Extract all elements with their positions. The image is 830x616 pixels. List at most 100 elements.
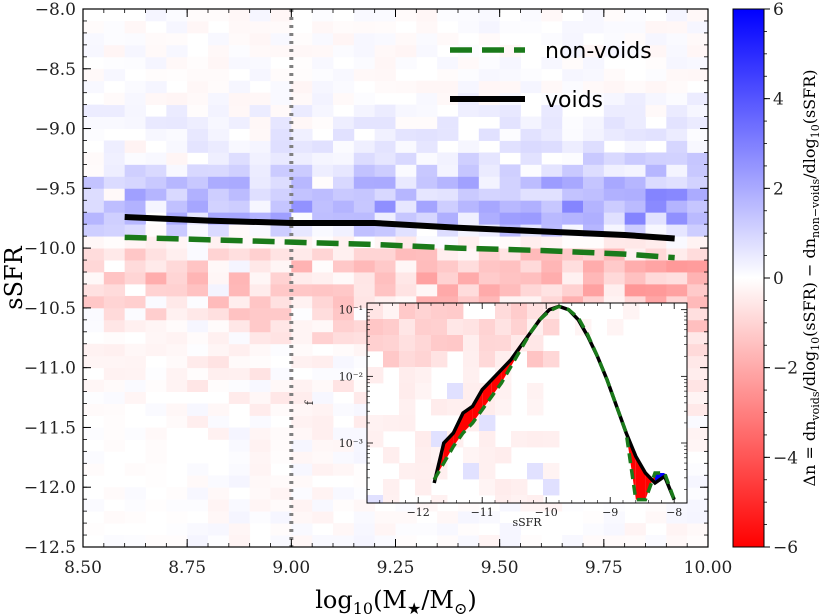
heatmap-cell xyxy=(166,116,188,129)
heatmap-cell xyxy=(666,283,688,297)
heatmap-cell xyxy=(312,427,334,440)
heatmap-cell xyxy=(624,20,646,34)
inset-heat-cell xyxy=(463,447,480,464)
heatmap-cell xyxy=(312,200,334,213)
heatmap-cell xyxy=(437,68,459,82)
heatmap-cell xyxy=(624,32,646,46)
heatmap-cell xyxy=(187,104,209,117)
heatmap-cell xyxy=(437,56,459,70)
heatmap-cell xyxy=(374,104,396,117)
heatmap-cell xyxy=(208,535,230,547)
inset-heat-cell xyxy=(527,463,544,480)
heatmap-cell xyxy=(687,343,708,357)
heatmap-cell xyxy=(270,487,292,500)
heatmap-cell xyxy=(645,80,667,94)
heatmap-cell xyxy=(145,463,167,476)
heatmap-cell xyxy=(145,44,167,58)
heatmap-cell xyxy=(478,80,501,94)
heatmap-cell xyxy=(395,56,417,70)
heatmap-cell xyxy=(645,283,667,297)
heatmap-cell xyxy=(374,80,396,94)
heatmap-cell xyxy=(187,499,209,512)
heatmap-cell xyxy=(624,236,646,249)
heatmap-cell xyxy=(103,272,126,285)
heatmap-cell xyxy=(166,535,188,547)
heatmap-cell xyxy=(187,272,209,285)
heatmap-cell xyxy=(583,92,605,106)
heatmap-cell xyxy=(333,463,355,476)
heatmap-cell xyxy=(249,68,271,82)
heatmap-cell xyxy=(437,283,459,297)
y-tick-label: −9.5 xyxy=(35,179,76,199)
heatmap-cell xyxy=(687,307,708,321)
heatmap-cell xyxy=(541,116,563,129)
inset-heat-cell xyxy=(463,463,480,480)
heatmap-cell xyxy=(145,128,167,141)
heatmap-cell xyxy=(312,104,334,117)
heatmap-cell xyxy=(458,236,480,249)
heatmap-cell xyxy=(562,260,584,273)
heatmap-cell xyxy=(687,260,708,273)
heatmap-cell xyxy=(312,224,334,237)
heatmap-cell xyxy=(83,295,105,309)
heatmap-cell xyxy=(333,451,355,464)
heatmap-cell xyxy=(645,535,667,547)
heatmap-cell xyxy=(270,104,292,117)
colorbar-tick-label: 6 xyxy=(773,0,784,20)
heatmap-cell xyxy=(249,176,271,189)
heatmap-cell xyxy=(187,200,209,213)
inset-heat-cell xyxy=(495,335,512,352)
heatmap-cell xyxy=(83,379,105,392)
heatmap-cell xyxy=(228,307,251,321)
heatmap-cell xyxy=(291,535,313,547)
heatmap-cell xyxy=(249,319,271,333)
heatmap-cell xyxy=(520,188,542,201)
heatmap-cell xyxy=(187,56,209,70)
heatmap-cell xyxy=(520,212,542,225)
heatmap-cell xyxy=(249,260,271,273)
heatmap-cell xyxy=(124,188,146,201)
heatmap-cell xyxy=(270,272,292,285)
heatmap-cell xyxy=(666,535,688,547)
heatmap-cell xyxy=(103,164,126,177)
heatmap-cell xyxy=(333,164,355,177)
heatmap-cell xyxy=(395,32,417,46)
heatmap-cell xyxy=(687,224,708,237)
heatmap-cell xyxy=(583,283,605,297)
heatmap-cell xyxy=(83,283,105,297)
inset-heat-cell xyxy=(511,495,528,503)
heatmap-cell xyxy=(291,283,313,297)
heatmap-cell xyxy=(124,116,146,129)
heatmap-cell xyxy=(562,140,584,153)
inset-y-tick-label: 10⁻³ xyxy=(339,437,363,450)
inset-heat-cell xyxy=(431,351,448,368)
heatmap-cell xyxy=(624,104,646,117)
inset-heat-cell xyxy=(399,351,416,368)
heatmap-cell xyxy=(353,56,376,70)
inset-heat-cell xyxy=(543,351,560,368)
heatmap-cell xyxy=(478,200,501,213)
heatmap-cell xyxy=(228,116,251,129)
heatmap-cell xyxy=(270,307,292,321)
heatmap-cell xyxy=(249,272,271,285)
heatmap-cell xyxy=(645,92,667,106)
heatmap-cell xyxy=(166,415,188,428)
heatmap-cell xyxy=(499,260,521,273)
heatmap-cell xyxy=(291,307,313,321)
heatmap-cell xyxy=(208,523,230,536)
main-x-axis-label: log10(M★/M⊙) xyxy=(315,586,477,616)
heatmap-cell xyxy=(624,128,646,141)
heatmap-cell xyxy=(249,475,271,488)
heatmap-cell xyxy=(645,511,667,524)
heatmap-cell xyxy=(687,32,708,46)
heatmap-cell xyxy=(687,128,708,141)
y-tick-label: −8.5 xyxy=(35,60,76,80)
inset-difference-fill xyxy=(491,369,502,397)
heatmap-cell xyxy=(541,176,563,189)
heatmap-cell xyxy=(624,140,646,153)
heatmap-cell xyxy=(478,511,501,524)
heatmap-cell xyxy=(416,92,438,106)
heatmap-cell xyxy=(291,68,313,82)
heatmap-cell xyxy=(187,176,209,189)
heatmap-cell xyxy=(499,68,521,82)
